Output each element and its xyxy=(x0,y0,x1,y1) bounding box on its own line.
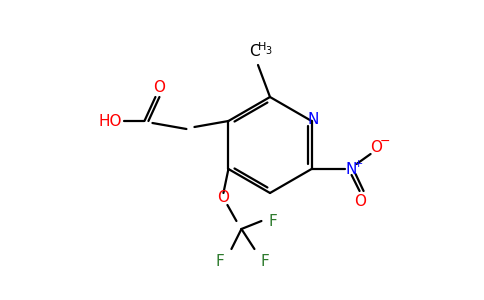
Text: O: O xyxy=(371,140,382,154)
Text: O: O xyxy=(217,190,229,205)
Text: O: O xyxy=(153,80,166,95)
Text: 3: 3 xyxy=(265,46,271,56)
Text: +: + xyxy=(354,159,363,169)
Text: C: C xyxy=(249,44,259,59)
Text: N: N xyxy=(308,112,319,127)
Text: −: − xyxy=(379,134,390,148)
Text: H: H xyxy=(258,42,266,52)
Text: F: F xyxy=(260,254,269,268)
Text: F: F xyxy=(215,254,224,268)
Text: F: F xyxy=(268,214,277,229)
Text: HO: HO xyxy=(99,113,122,128)
Text: N: N xyxy=(346,161,357,176)
Text: O: O xyxy=(355,194,366,208)
